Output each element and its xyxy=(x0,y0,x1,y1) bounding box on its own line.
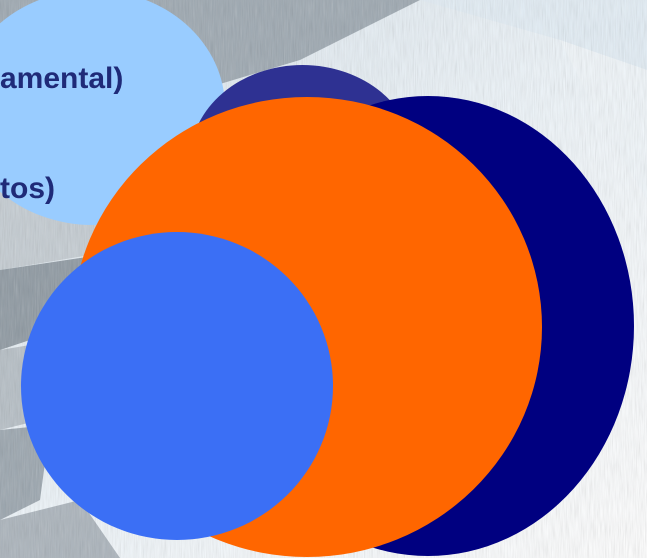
heading-line-1: amental) xyxy=(0,62,124,95)
blue-circle xyxy=(21,232,333,540)
heading-line-2: tos) xyxy=(0,172,55,205)
